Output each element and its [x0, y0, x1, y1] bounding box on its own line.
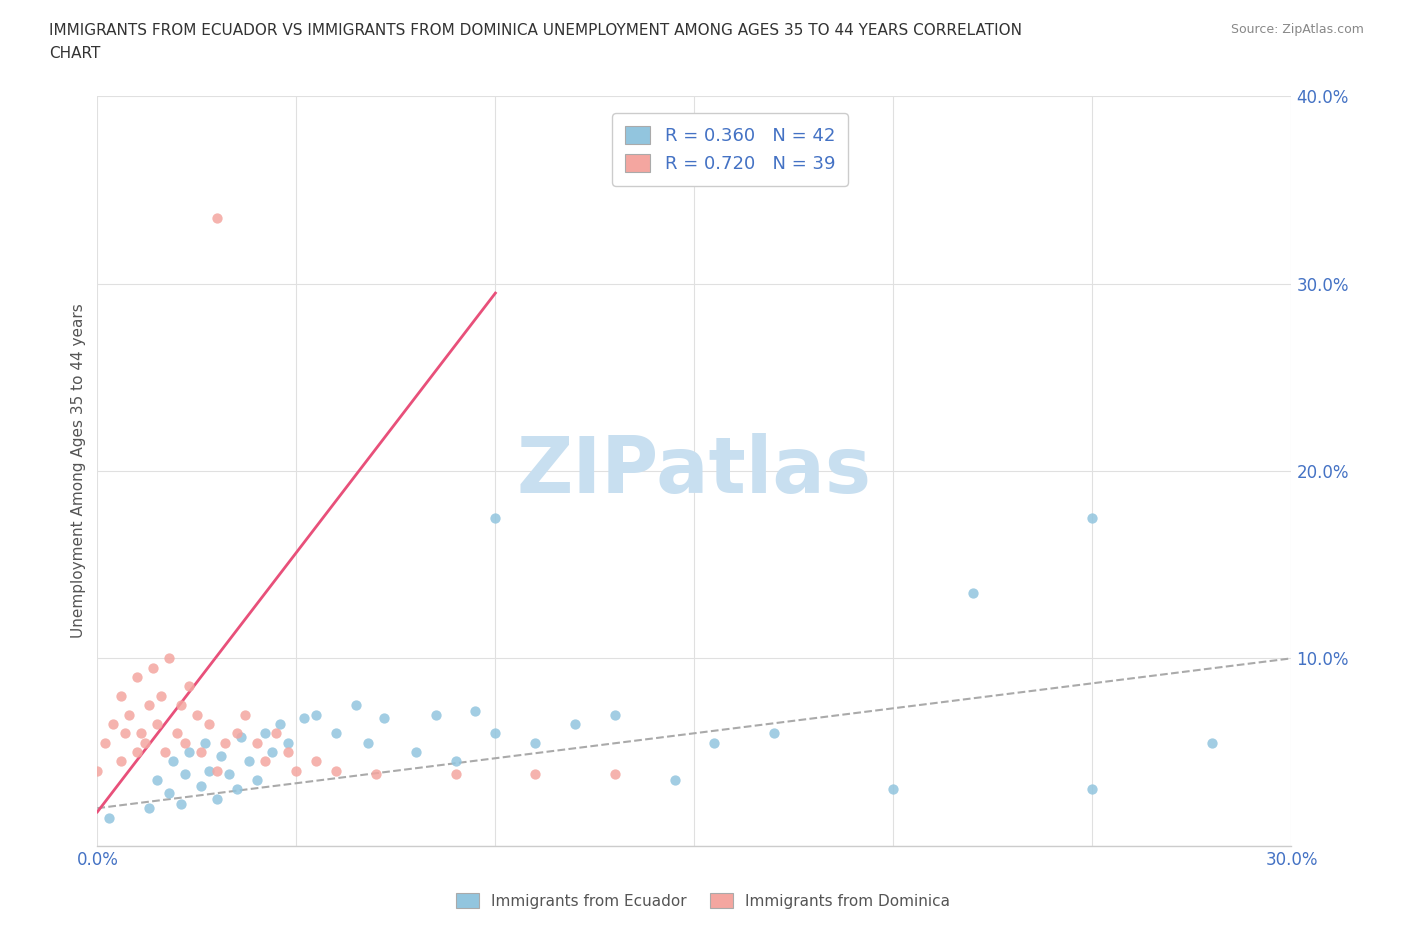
- Point: [110, 754, 132, 769]
- Point: [524, 767, 547, 782]
- Point: [1081, 782, 1104, 797]
- Point: [882, 782, 904, 797]
- Point: [245, 773, 267, 788]
- Point: [425, 707, 447, 722]
- Point: [205, 764, 228, 778]
- Point: [444, 754, 467, 769]
- Point: [170, 797, 193, 812]
- Legend: R = 0.360   N = 42, R = 0.720   N = 39: R = 0.360 N = 42, R = 0.720 N = 39: [613, 113, 848, 186]
- Point: [209, 749, 232, 764]
- Point: [262, 745, 284, 760]
- Point: [146, 716, 169, 731]
- Point: [484, 511, 506, 525]
- Point: [142, 660, 165, 675]
- Point: [305, 754, 328, 769]
- Point: [357, 736, 380, 751]
- Point: [238, 754, 260, 769]
- Point: [218, 767, 240, 782]
- Point: [245, 736, 267, 751]
- Text: ZIPatlas: ZIPatlas: [517, 433, 872, 509]
- Text: IMMIGRANTS FROM ECUADOR VS IMMIGRANTS FROM DOMINICA UNEMPLOYMENT AMONG AGES 35 T: IMMIGRANTS FROM ECUADOR VS IMMIGRANTS FR…: [49, 23, 1022, 38]
- Point: [174, 736, 197, 751]
- Text: CHART: CHART: [49, 46, 101, 61]
- Point: [162, 754, 184, 769]
- Point: [129, 725, 152, 740]
- Point: [277, 736, 299, 751]
- Point: [292, 711, 315, 725]
- Point: [118, 707, 141, 722]
- Point: [98, 810, 121, 825]
- Point: [464, 703, 486, 718]
- Point: [564, 716, 586, 731]
- Point: [138, 698, 160, 712]
- Point: [170, 698, 193, 712]
- Point: [253, 754, 276, 769]
- Point: [405, 745, 427, 760]
- Point: [962, 585, 984, 600]
- Point: [150, 688, 173, 703]
- Point: [166, 725, 188, 740]
- Point: [305, 707, 328, 722]
- Point: [186, 707, 208, 722]
- Point: [177, 745, 200, 760]
- Point: [177, 679, 200, 694]
- Point: [233, 707, 256, 722]
- Point: [444, 767, 467, 782]
- Point: [364, 767, 387, 782]
- Point: [198, 716, 221, 731]
- Point: [114, 725, 136, 740]
- Point: [285, 764, 308, 778]
- Point: [325, 764, 347, 778]
- Point: [269, 716, 291, 731]
- Point: [225, 725, 247, 740]
- Point: [266, 725, 288, 740]
- Point: [190, 745, 212, 760]
- Point: [153, 745, 176, 760]
- Point: [703, 736, 725, 751]
- Point: [344, 698, 367, 712]
- Point: [205, 791, 228, 806]
- Point: [325, 725, 347, 740]
- Point: [524, 736, 547, 751]
- Point: [763, 725, 786, 740]
- Point: [157, 786, 180, 801]
- Point: [103, 716, 125, 731]
- Point: [174, 767, 197, 782]
- Point: [190, 778, 212, 793]
- Point: [198, 764, 221, 778]
- Point: [1081, 511, 1104, 525]
- Point: [110, 688, 132, 703]
- Point: [277, 745, 299, 760]
- Point: [94, 736, 117, 751]
- Point: [484, 725, 506, 740]
- Point: [253, 725, 276, 740]
- Point: [225, 782, 247, 797]
- Point: [194, 736, 217, 751]
- Point: [86, 764, 108, 778]
- Point: [146, 773, 169, 788]
- Legend: Immigrants from Ecuador, Immigrants from Dominica: Immigrants from Ecuador, Immigrants from…: [450, 886, 956, 915]
- Point: [1201, 736, 1223, 751]
- Point: [603, 767, 626, 782]
- Point: [373, 711, 395, 725]
- Text: Source: ZipAtlas.com: Source: ZipAtlas.com: [1230, 23, 1364, 36]
- Point: [603, 707, 626, 722]
- Point: [664, 773, 686, 788]
- Point: [127, 670, 149, 684]
- Point: [214, 736, 236, 751]
- Point: [229, 729, 252, 744]
- Point: [157, 651, 180, 666]
- Y-axis label: Unemployment Among Ages 35 to 44 years: Unemployment Among Ages 35 to 44 years: [72, 303, 86, 638]
- Point: [138, 801, 160, 816]
- Point: [205, 211, 228, 226]
- Point: [134, 736, 156, 751]
- Point: [127, 745, 149, 760]
